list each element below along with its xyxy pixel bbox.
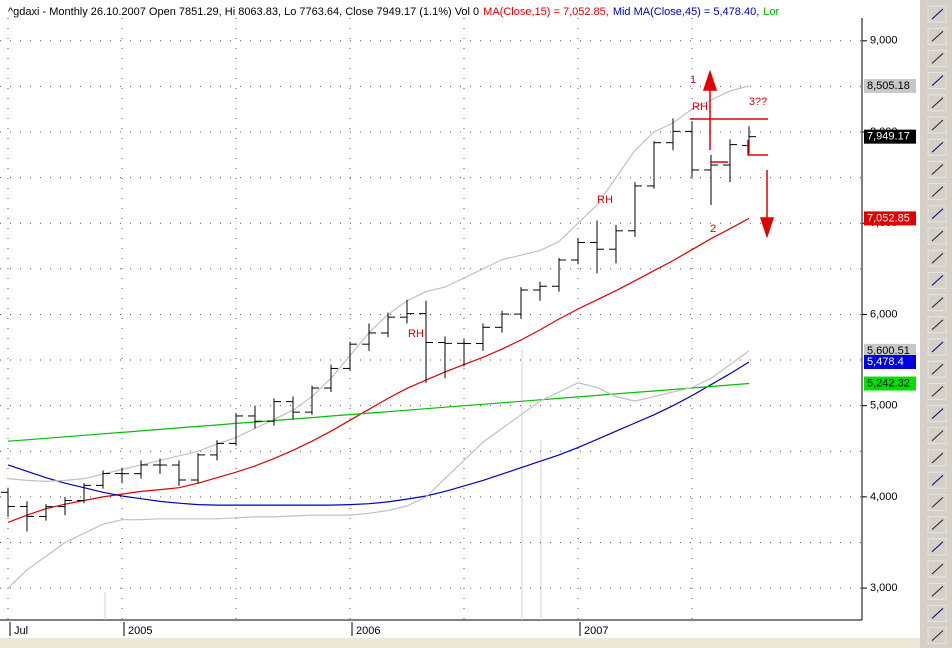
tool-glyph — [931, 275, 944, 286]
legend: ^gdaxi - Monthly 26.10.2007 Open 7851.29… — [8, 6, 780, 18]
price-tag-label: 5,600.51 — [867, 345, 910, 357]
price-tag-label: 7,052.85 — [867, 212, 910, 224]
tool-glyph — [931, 53, 944, 64]
tool-glyph — [931, 363, 944, 375]
x-tick-label: 2006 — [356, 625, 380, 637]
tool-glyph — [931, 30, 944, 42]
tool-glyph — [931, 297, 944, 308]
tool-glyph — [931, 319, 944, 331]
x-tick-label: 2005 — [128, 625, 152, 637]
y-tick-label: 6,000 — [870, 308, 898, 320]
indicator-line — [7, 217, 750, 523]
y-tick-label: 5,000 — [870, 400, 898, 412]
annotation: RH — [408, 328, 424, 340]
arrow-head — [702, 69, 718, 91]
annotation: 1 — [690, 74, 696, 86]
tool-glyph — [931, 75, 944, 86]
tool-glyph — [931, 8, 944, 20]
price-tag-label: 5,242.32 — [867, 377, 910, 389]
drawings — [690, 69, 775, 239]
tool-glyph — [931, 386, 944, 397]
plot: 3,0004,0005,0006,0007,0008,0009,000Jul20… — [0, 18, 916, 637]
y-tick-label: 4,000 — [870, 491, 898, 503]
tool-glyph — [931, 408, 944, 419]
price-tag-label: 8,505.18 — [867, 80, 910, 92]
indicator-line — [7, 85, 750, 483]
annotation: RH — [692, 101, 708, 113]
legend-item: MA(Close,15) = 7,052.85, — [483, 6, 609, 18]
price-tag — [864, 355, 916, 370]
indicator-line — [7, 350, 750, 589]
tool-glyph — [931, 119, 944, 131]
indicator-line — [7, 382, 750, 442]
x-tick-label: Jul — [14, 625, 28, 637]
price-tag — [864, 129, 916, 144]
legend-item: Lor — [763, 6, 779, 18]
tool-glyph — [931, 474, 944, 486]
toolbar-icons — [927, 5, 947, 645]
tool-glyph — [931, 341, 944, 353]
price-tag-label: 7,949.17 — [867, 131, 910, 143]
price-tag — [864, 211, 916, 226]
tool-glyph — [931, 519, 944, 530]
indicator-line — [7, 361, 750, 506]
tool-glyph — [931, 186, 944, 197]
tool-glyph — [931, 497, 944, 508]
price-tag — [864, 343, 916, 358]
price-tag — [864, 78, 916, 93]
y-tick-label: 3,000 — [870, 582, 898, 594]
status-strip — [0, 638, 920, 648]
tool-glyph — [931, 585, 944, 597]
tool-glyph — [931, 541, 944, 553]
annotation: 2 — [710, 223, 716, 235]
tool-glyph — [931, 97, 944, 109]
legend-item: Mid MA(Close,45) = 5,478.40, — [613, 6, 759, 18]
tool-glyph — [931, 630, 944, 641]
tool-glyph — [931, 430, 944, 442]
annotation: 3?? — [749, 96, 767, 108]
x-tick-label: 2007 — [584, 625, 608, 637]
price-tag-label: 5,478.4 — [867, 356, 904, 368]
arrow-head — [759, 217, 775, 239]
step-line — [747, 140, 768, 156]
tool-glyph — [931, 141, 944, 153]
tool-glyph — [931, 608, 944, 619]
tool-glyph — [931, 563, 944, 575]
tool-glyph — [931, 164, 944, 175]
y-tick-label: 9,000 — [870, 35, 898, 47]
tool-glyph — [931, 208, 944, 220]
annotation: RH — [597, 194, 613, 206]
tool-glyph — [931, 230, 944, 242]
price-tag — [864, 376, 916, 391]
legend-item: ^gdaxi - Monthly 26.10.2007 Open 7851.29… — [8, 6, 479, 18]
tool-glyph — [931, 452, 944, 464]
tool-glyph — [931, 252, 944, 264]
